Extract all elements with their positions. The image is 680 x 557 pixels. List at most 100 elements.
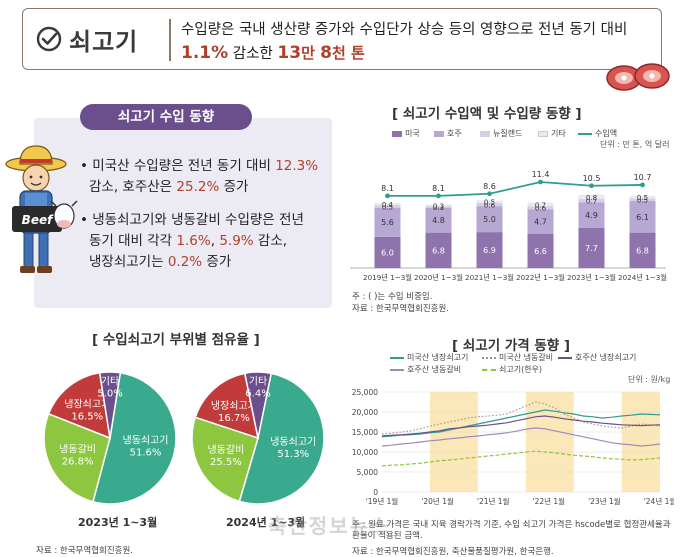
legend-au-chilled: 호주산 냉장쇠고기 <box>558 352 636 363</box>
line-chart-legend: 미국산 냉장쇠고기 미국산 냉동갈비 호주산 냉장쇠고기 호주산 냉동갈비 쇠고… <box>390 352 670 376</box>
pie-slice <box>98 371 122 439</box>
bar-value-label: 7.7 <box>585 244 598 253</box>
legend-item-nz: 뉴질랜드 <box>480 128 522 139</box>
bar-value-label: 4.9 <box>585 211 598 220</box>
line-chart: 25,000 20,000 15,000 10,000 5,000 0'19년 1월 '20… <box>352 388 674 506</box>
bar-value-label: 0.5 <box>484 199 495 207</box>
amount-label: 10.5 <box>583 174 601 183</box>
decrease-rate: 1.1% <box>181 43 229 63</box>
pie-slice-value: 16.5% <box>71 412 103 423</box>
bar-value-label: 6.8 <box>432 246 445 255</box>
header-divider <box>169 19 171 61</box>
pie-slice-value: 51.6% <box>130 448 162 459</box>
pie-slice-value: 51.3% <box>277 449 309 460</box>
bar-chart-source: 자료 : 한국무역협회진흥원. <box>352 304 449 314</box>
x-tick-label: '22년 1월 <box>533 496 566 506</box>
bar-value-label: 0.7 <box>535 201 546 209</box>
amount-label: 11.4 <box>532 170 550 179</box>
pie-slice-name: 냉동쇠고기 <box>123 435 169 447</box>
bullet-2: • 냉동쇠고기와 냉동갈비 수입량은 전년 동기 대비 각각 1.6%, 5.9… <box>80 212 304 270</box>
legend-hanwoo: 쇠고기(한우) <box>482 364 542 375</box>
highlight-band <box>621 392 660 492</box>
bar-segment <box>374 236 401 268</box>
bar-value-label: 5.6 <box>381 218 394 227</box>
line-chart-source: 자료 : 한국무역협회진흥원, 축산물품질평가원, 한국은행. <box>352 547 554 557</box>
bar-value-label: 5.0 <box>483 215 496 224</box>
bar-category-label: 2023년 1~3월 <box>567 273 616 282</box>
amount-point <box>538 179 543 185</box>
pie-slice-name: 냉동쇠고기 <box>270 436 316 448</box>
x-tick-label: '21년 1월 <box>477 496 510 506</box>
y-tick-label: 0 <box>373 488 378 497</box>
bar-segment <box>527 209 554 234</box>
pie-slice-value: 6.4% <box>245 389 270 400</box>
pie-slice-name: 냉장쇠고기 <box>64 399 110 411</box>
bar-chart-note: 주 : ( )는 수입 비중임. <box>352 292 433 302</box>
bar-category-label: 2019년 1~3월 <box>363 273 412 282</box>
bar-value-label: 6.9 <box>483 246 496 255</box>
line-chart-title: [ 쇠고기 가격 동향 ] <box>452 338 571 354</box>
bar-segment <box>374 205 401 208</box>
legend-item-amount: 수입액 <box>578 128 617 139</box>
bar-value-label: 6.8 <box>636 246 649 255</box>
highlight-band <box>525 392 574 492</box>
bar-value-label: 0.3 <box>433 202 444 210</box>
amount-line <box>387 181 643 197</box>
checkmark-circle-icon <box>36 26 62 52</box>
bar-segment <box>425 207 452 233</box>
y-tick-label: 15,000 <box>352 428 378 437</box>
amount-point <box>589 183 594 189</box>
farmer-cow-icon: Beef <box>5 145 78 273</box>
bar-value-label: 0.8 <box>586 194 597 202</box>
y-tick-label: 25,000 <box>352 388 378 397</box>
price-series-line <box>381 427 661 447</box>
bar-segment <box>629 232 656 268</box>
bar-value-label: 0.6 <box>484 202 496 210</box>
bar-segment <box>476 206 503 233</box>
highlight-band <box>429 392 478 492</box>
bar-value-label: 0.3 <box>433 204 444 212</box>
bar-value-label: 0.6 <box>535 205 547 213</box>
watermark: 축산정보뉴스 <box>268 514 391 538</box>
pie-slice-value: 5.0% <box>97 389 122 400</box>
legend-us-chilled: 미국산 냉장쇠고기 <box>390 352 468 363</box>
bar-segment <box>578 198 605 203</box>
bar-segment <box>425 206 452 208</box>
x-tick-label: '19년 1월 <box>366 496 399 506</box>
trend-infobox <box>34 118 332 308</box>
legend-item-other: 기타 <box>538 128 566 139</box>
pie-chart-source: 자료 : 한국무역협회진흥원. <box>36 546 133 556</box>
pie-slice-name: 냉장쇠고기 <box>211 400 257 412</box>
bar-value-label: 0.7 <box>586 198 597 206</box>
bar-value-label: 0.4 <box>382 201 394 209</box>
bar-chart-unit: 단위 : 만 톤, 억 달러 <box>600 140 670 149</box>
bar-segment <box>629 198 656 201</box>
legend-item-us: 미국 <box>392 128 420 139</box>
bar-segment <box>425 232 452 268</box>
bar-segment <box>476 200 503 203</box>
x-tick-label: '23년 1월 <box>588 496 621 506</box>
pie-slice-value: 26.8% <box>62 456 94 467</box>
bar-value-label: 0.5 <box>637 194 648 202</box>
steak-icon <box>606 63 670 91</box>
pie-slice-value: 16.7% <box>218 413 250 424</box>
x-tick-label: '24년 1월 <box>644 496 674 506</box>
bar-value-label: 4.8 <box>432 216 445 225</box>
bar-category-label: 2024년 1~3월 <box>618 273 667 282</box>
x-tick-label: '20년 1월 <box>421 496 454 506</box>
pie-slice-value: 25.5% <box>210 457 242 468</box>
price-series-line <box>381 401 661 435</box>
amount-point <box>385 193 390 199</box>
bar-segment <box>578 227 605 268</box>
header-summary-line2: 1.1% 감소한 13만 8천 톤 <box>181 43 365 63</box>
y-tick-label: 5,000 <box>357 468 379 477</box>
pie-slice-name: 기타 <box>249 376 267 388</box>
header-summary-line1: 수입량은 국내 생산량 증가와 수입단가 상승 등의 영향으로 전년 동기 대비 <box>181 22 628 38</box>
bar-segment <box>425 204 452 207</box>
page-title: 쇠고기 <box>69 28 139 56</box>
bar-segment <box>476 203 503 207</box>
legend-item-au: 호주 <box>434 128 462 139</box>
summary-header: 쇠고기 수입량은 국내 생산량 증가와 수입단가 상승 등의 영향으로 전년 동… <box>22 8 662 70</box>
